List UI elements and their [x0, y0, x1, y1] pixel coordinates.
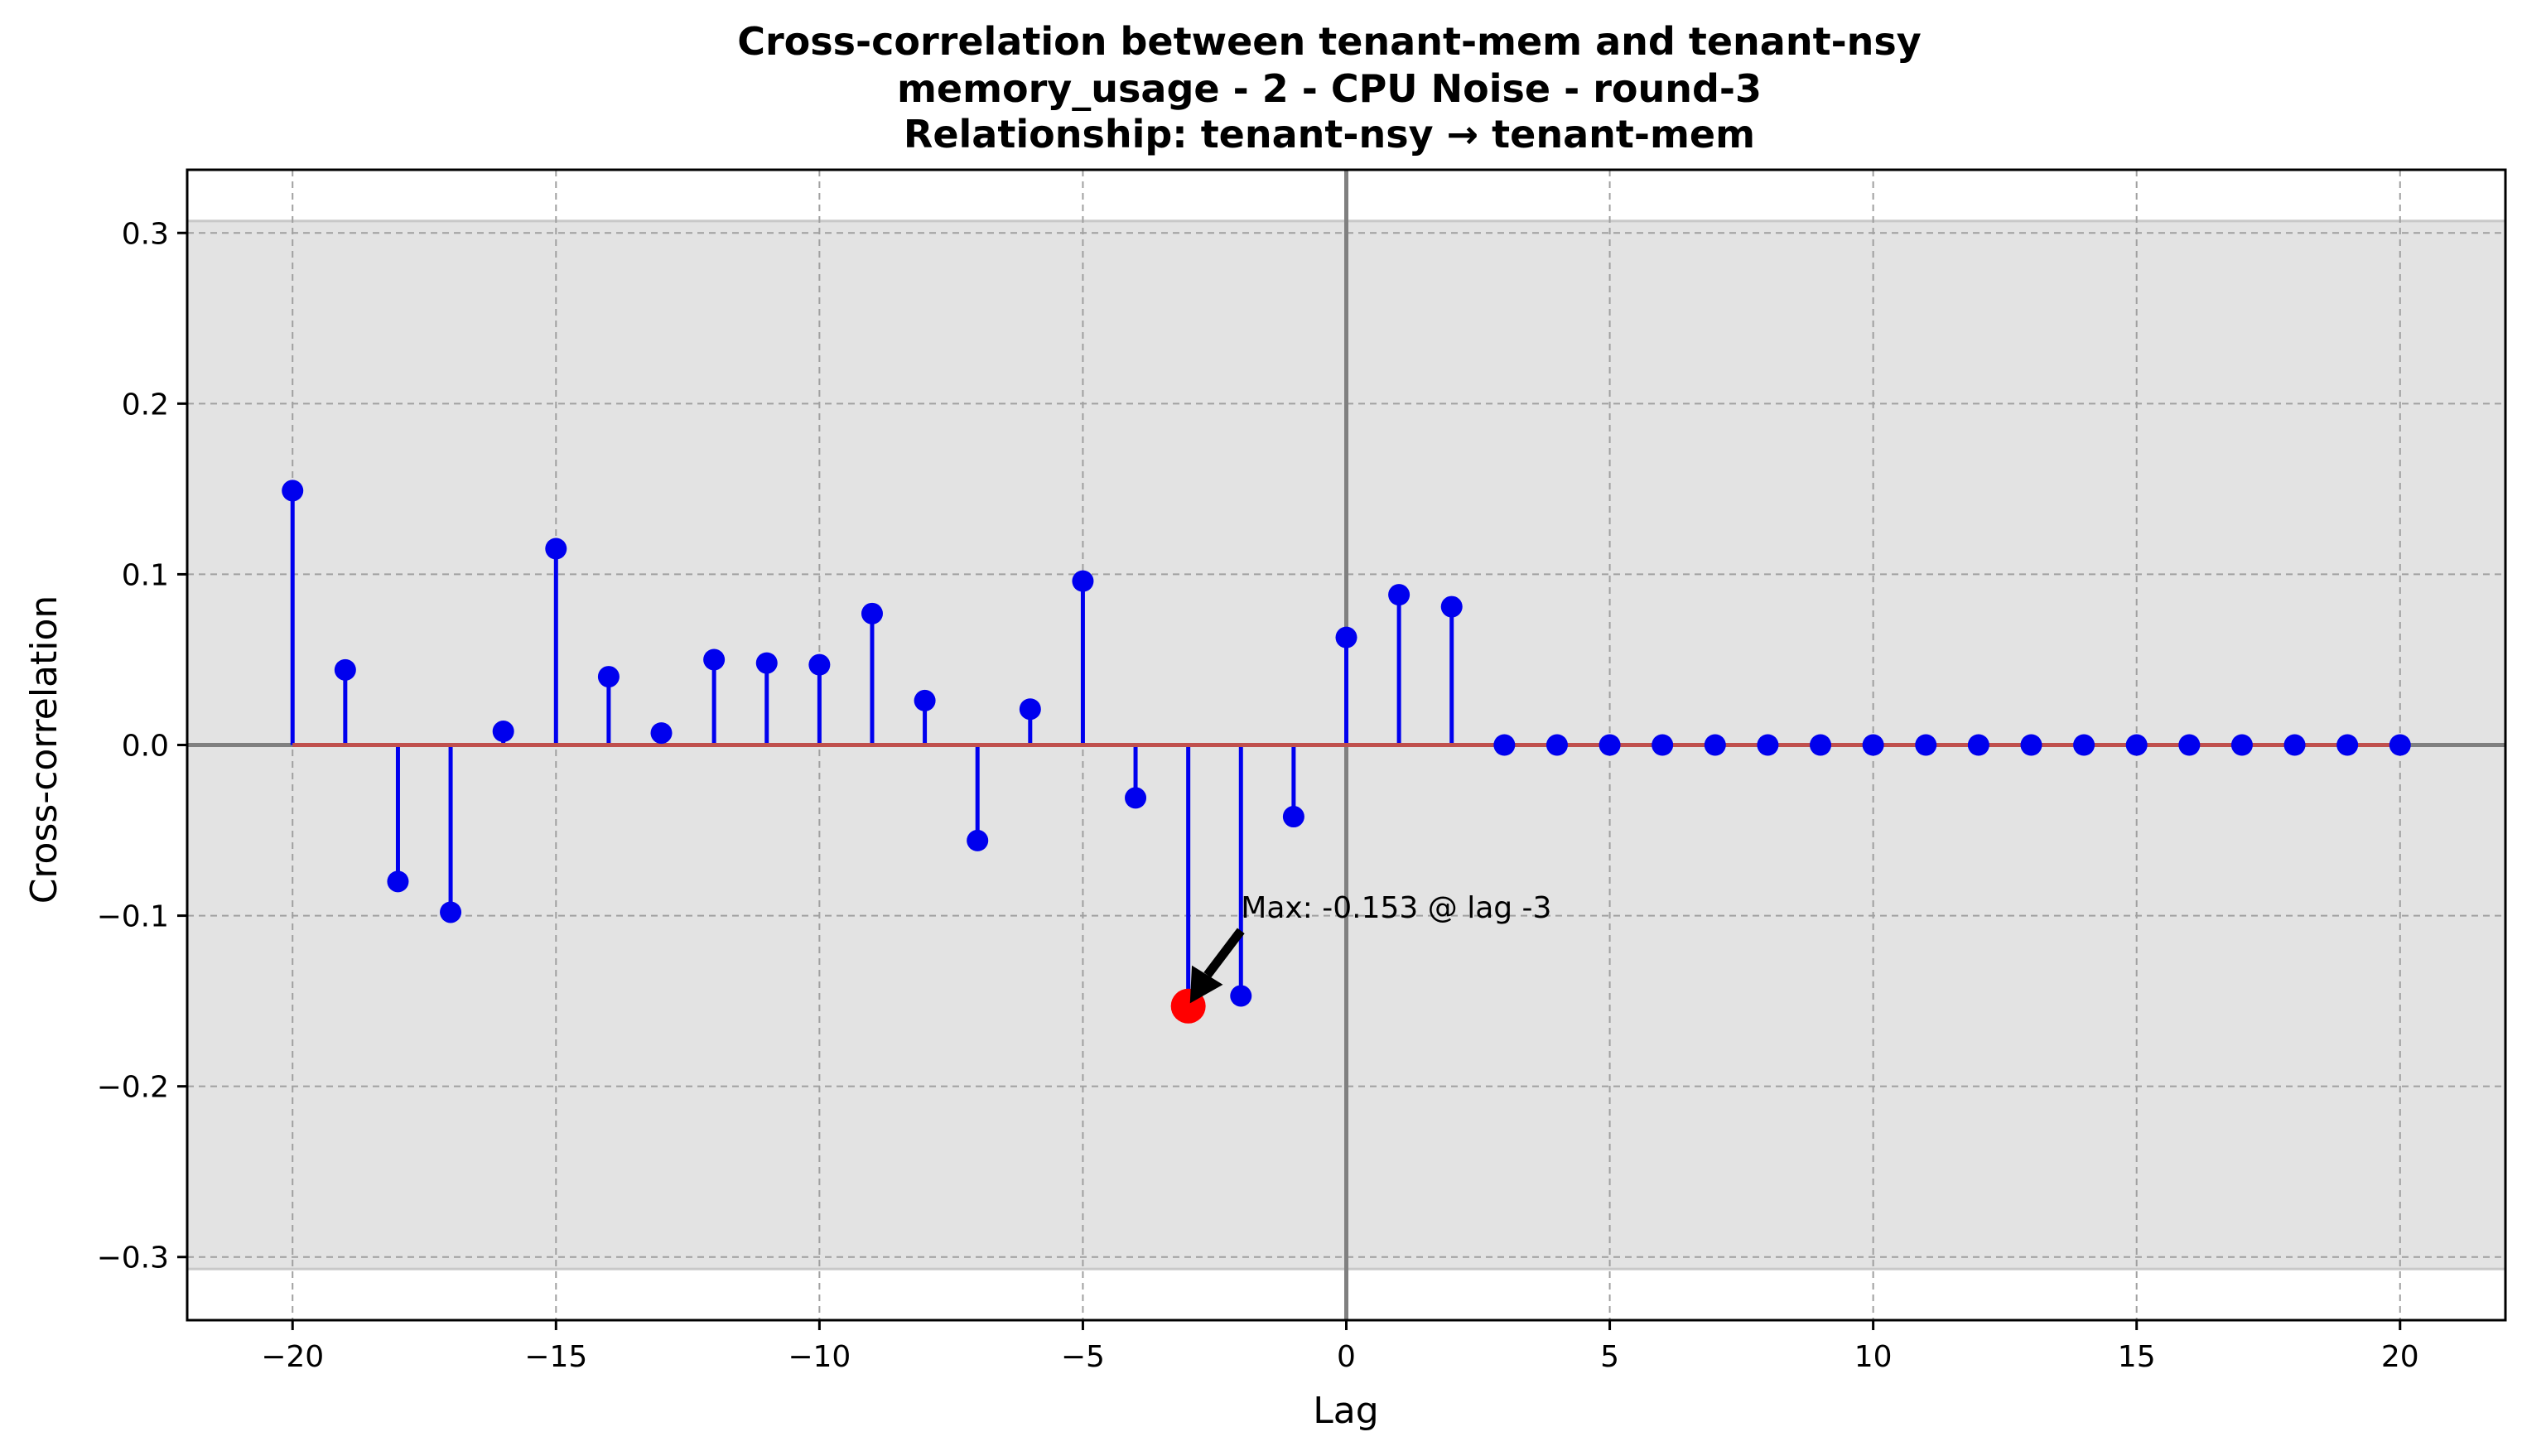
data-point-marker	[1915, 734, 1937, 756]
x-tick-label: 20	[2381, 1340, 2419, 1374]
y-tick-label: 0.3	[122, 217, 169, 251]
data-point-marker	[2178, 734, 2201, 756]
x-tick-label: −15	[524, 1340, 587, 1374]
data-point-marker	[545, 538, 567, 560]
y-tick-label: 0.2	[122, 388, 169, 422]
x-tick-label: −20	[261, 1340, 324, 1374]
x-tick-label: 0	[1337, 1340, 1356, 1374]
data-point-marker	[2283, 734, 2306, 756]
data-point-marker	[1072, 570, 1094, 592]
annotation-arrow-head	[1189, 965, 1223, 1004]
data-point-marker	[2336, 734, 2359, 756]
y-tick-label: −0.3	[97, 1241, 169, 1275]
data-point-marker	[967, 829, 989, 851]
data-point-marker	[1652, 734, 1674, 756]
data-point-marker	[2230, 734, 2253, 756]
data-point-marker	[1230, 985, 1252, 1007]
x-tick-label: −5	[1061, 1340, 1105, 1374]
chart-title-line-3: Relationship: tenant-nsy → tenant-mem	[904, 112, 1755, 157]
y-tick-label: 0.1	[122, 558, 169, 592]
data-point-marker	[861, 602, 883, 624]
data-point-marker	[703, 648, 726, 671]
data-point-marker	[2020, 734, 2042, 756]
data-point-marker	[1440, 595, 1463, 618]
data-point-marker	[1335, 626, 1357, 648]
x-tick-label: 10	[1854, 1340, 1893, 1374]
data-point-marker	[1493, 734, 1516, 756]
max-annotation-text: Max: -0.153 @ lag -3	[1241, 891, 1551, 925]
chart-title-line-2: memory_usage - 2 - CPU Noise - round-3	[897, 66, 1762, 111]
annotation-arrow-shaft	[1203, 928, 1245, 978]
data-point-marker	[1019, 698, 1041, 721]
data-point-marker	[597, 666, 620, 688]
data-point-marker	[755, 652, 778, 674]
data-point-marker	[1757, 734, 1779, 756]
data-point-marker	[914, 689, 936, 711]
chart-title-line-1: Cross-correlation between tenant-mem and…	[737, 19, 1922, 64]
y-axis-label: Cross-correlation	[23, 595, 65, 904]
data-point-marker	[334, 658, 356, 681]
y-tick-label: −0.1	[97, 900, 169, 934]
data-point-marker	[1282, 806, 1304, 828]
data-point-marker	[650, 722, 673, 745]
x-axis-label: Lag	[1313, 1390, 1378, 1432]
data-point-marker	[282, 480, 304, 502]
data-point-marker	[387, 870, 409, 893]
plot-area: Max: -0.153 @ lag -3 −20 −15 −10 −5 0 5 10 15 20 −…	[97, 168, 2507, 1374]
data-point-marker	[1546, 734, 1568, 756]
y-tick-label: −0.2	[97, 1071, 169, 1105]
data-point-marker	[492, 721, 514, 743]
data-point-marker	[2073, 734, 2095, 756]
data-point-marker	[1599, 734, 1621, 756]
data-point-marker	[1967, 734, 1989, 756]
x-tick-label: 15	[2118, 1340, 2156, 1374]
y-tick-label: 0.0	[122, 730, 169, 764]
data-point-marker	[1810, 734, 1832, 756]
x-tick-label: 5	[1600, 1340, 1619, 1374]
x-tick-label: −10	[788, 1340, 851, 1374]
data-point-marker	[1862, 734, 1884, 756]
data-point-marker	[440, 901, 462, 923]
data-point-marker	[1125, 787, 1147, 809]
data-point-marker	[1704, 734, 1726, 756]
data-point-marker	[1388, 584, 1410, 606]
data-point-marker	[2389, 734, 2411, 756]
data-point-marker	[808, 653, 831, 676]
data-point-marker	[2125, 734, 2148, 756]
